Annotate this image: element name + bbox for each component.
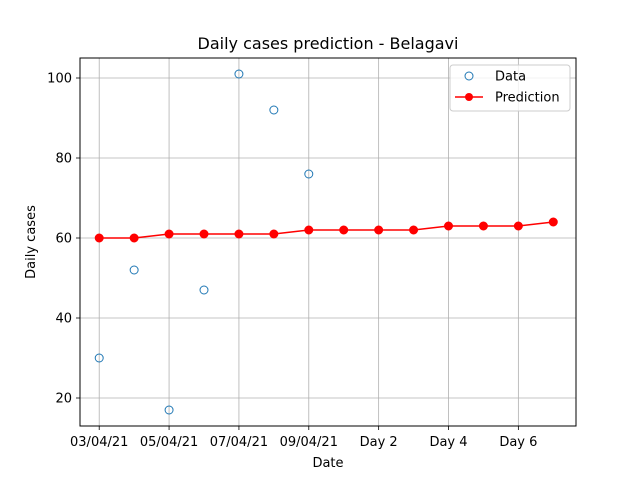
y-axis: 20 40 60 80 100: [47, 72, 80, 407]
prediction-point: [129, 233, 139, 243]
prediction-point: [339, 225, 349, 235]
legend-prediction-label: Prediction: [495, 91, 560, 106]
data-point: [199, 285, 209, 295]
x-tick-label: Day 2: [360, 435, 398, 450]
plot-frame: [79, 57, 577, 427]
legend: Data Prediction: [449, 64, 571, 112]
y-tick-label: 40: [55, 312, 72, 327]
prediction-line: [99, 221, 554, 239]
prediction-point: [304, 225, 314, 235]
legend-data-label: Data: [495, 70, 526, 85]
x-axis-title: Date: [312, 456, 343, 471]
y-tick-label: 60: [55, 232, 72, 247]
y-tick-label: 100: [47, 72, 72, 87]
legend-data-marker: [464, 71, 474, 81]
y-axis-title: Daily cases: [24, 205, 39, 279]
data-point: [304, 169, 314, 179]
prediction-point: [234, 229, 244, 239]
data-point: [164, 405, 174, 415]
x-tick-label: 05/04/21: [140, 435, 198, 450]
series-layer: [94, 69, 558, 415]
prediction-point: [513, 221, 523, 231]
grid: [80, 58, 576, 426]
data-point: [94, 353, 104, 363]
prediction-point: [478, 221, 488, 231]
x-axis: 03/04/21 05/04/21 07/04/21 09/04/21 Day 2 Day…: [70, 426, 537, 450]
x-tick-label: 07/04/21: [210, 435, 268, 450]
y-tick-label: 20: [55, 392, 72, 407]
prediction-point: [199, 229, 209, 239]
prediction-point: [269, 229, 279, 239]
x-tick-label: Day 6: [499, 435, 537, 450]
prediction-point: [94, 233, 104, 243]
data-point: [129, 265, 139, 275]
prediction-point: [409, 225, 419, 235]
data-point: [269, 105, 279, 115]
prediction-point: [164, 229, 174, 239]
prediction-point: [548, 217, 558, 227]
x-tick-label: Day 4: [429, 435, 467, 450]
legend-box: [449, 64, 571, 112]
prediction-point: [444, 221, 454, 231]
data-point: [234, 69, 244, 79]
legend-prediction-marker: [465, 93, 473, 101]
prediction-point: [374, 225, 384, 235]
y-tick-label: 80: [55, 152, 72, 167]
x-tick-label: 09/04/21: [280, 435, 338, 450]
chart-title: Daily cases prediction - Belagavi: [198, 34, 459, 53]
x-tick-label: 03/04/21: [70, 435, 128, 450]
